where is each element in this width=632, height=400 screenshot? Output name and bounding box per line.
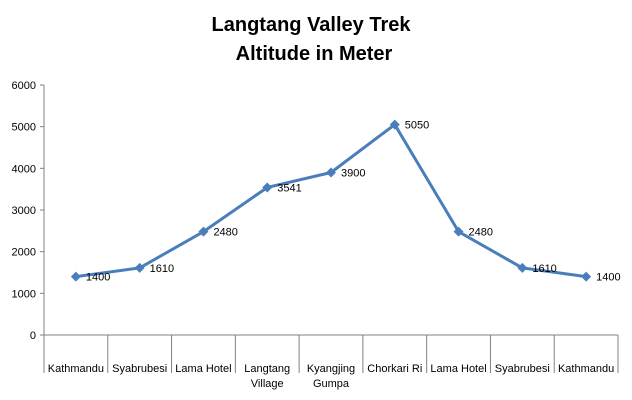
x-category-label: Syabrubesi <box>495 363 550 375</box>
data-labels-layer: 1400 1610 2480 3541 3900 5050 2480 1610 1400 <box>86 120 621 284</box>
data-value-label: 3541 <box>277 182 301 194</box>
x-category-label: Kathmandu <box>48 363 104 375</box>
data-value-label: 2480 <box>469 227 493 239</box>
y-tick-label: 4000 <box>12 163 36 175</box>
y-tick-label: 6000 <box>12 80 36 92</box>
data-point-marker <box>70 271 81 282</box>
y-tick-label: 0 <box>30 330 36 342</box>
data-point-marker <box>262 182 273 193</box>
data-point-marker <box>517 262 528 273</box>
x-category-label: Langtang <box>244 363 290 375</box>
data-value-label: 1400 <box>86 272 110 284</box>
data-value-label: 1610 <box>150 263 174 275</box>
y-tick-label: 3000 <box>12 205 36 217</box>
chart-subtitle: Altitude in Meter <box>236 43 393 65</box>
data-point-marker <box>453 226 464 237</box>
data-point-marker <box>198 226 209 237</box>
x-category-label: Kyangjing <box>307 363 355 375</box>
data-value-label: 5050 <box>405 120 429 132</box>
x-category-label: Kathmandu <box>558 363 614 375</box>
y-tick-label: 2000 <box>12 247 36 259</box>
series-line <box>75 123 587 279</box>
x-category-label: Lama Hotel <box>175 363 231 375</box>
chart-title: Langtang Valley Trek <box>212 14 412 36</box>
data-point-marker <box>389 119 400 130</box>
y-tick-label: 5000 <box>12 122 36 134</box>
data-point-marker <box>326 167 336 178</box>
x-category-label: Chorkari Ri <box>367 363 422 375</box>
data-value-label: 1610 <box>532 263 556 275</box>
x-category-label: Gumpa <box>313 378 350 390</box>
x-category-label: Village <box>251 378 284 390</box>
x-axis-ticks: Kathmandu Syabrubesi Lama Hotel Langtang Vil… <box>43 335 619 390</box>
data-value-label: 2480 <box>213 227 237 239</box>
y-axis-ticks: 0 1000 2000 3000 4000 5000 6000 <box>12 80 44 342</box>
data-point-marker <box>134 262 145 273</box>
series-layer <box>70 119 592 282</box>
x-category-label: Syabrubesi <box>112 363 167 375</box>
data-point-marker <box>581 271 592 282</box>
y-tick-label: 1000 <box>12 288 36 300</box>
data-value-label: 3900 <box>341 168 365 180</box>
data-value-label: 1400 <box>596 272 620 284</box>
x-category-label: Lama Hotel <box>430 363 486 375</box>
